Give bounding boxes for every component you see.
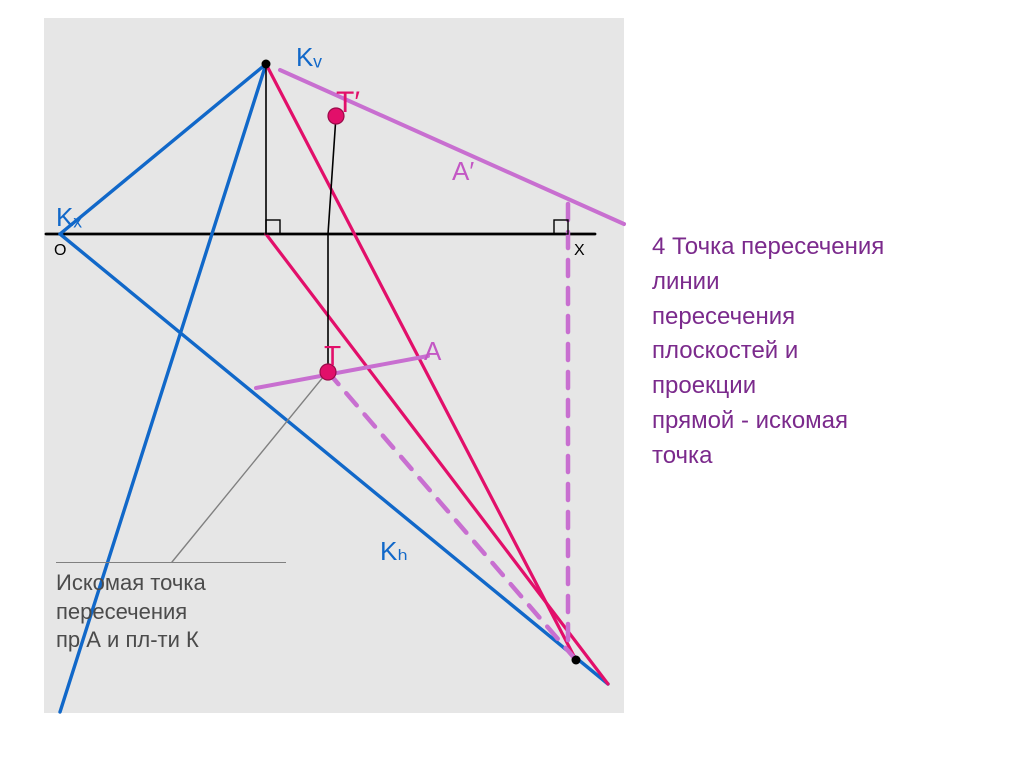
- explanation-text: 4 Точка пересечения линии пересечения пл…: [652, 230, 1012, 474]
- explanation-line: пересечения: [652, 300, 1012, 335]
- label-x: X: [574, 242, 585, 260]
- explanation-line: 4 Точка пересечения: [652, 230, 1012, 265]
- callout-line: Искомая точка: [56, 569, 286, 598]
- explanation-line: проекции: [652, 369, 1012, 404]
- label-kx: Kₓ: [56, 202, 82, 233]
- label-a: A: [424, 336, 441, 367]
- explanation-line: плоскостей и: [652, 334, 1012, 369]
- label-o: O: [54, 242, 66, 260]
- explanation-line: линии: [652, 265, 1012, 300]
- diagram-stage: Kᵥ Kₓ Kₕ O X T′ A′ T A Искомая точка пер…: [0, 0, 1024, 768]
- explanation-line: прямой - искомая: [652, 404, 1012, 439]
- callout-line: пр А и пл-ти К: [56, 626, 286, 655]
- label-a-prime: A′: [452, 156, 474, 187]
- label-t-prime: T′: [336, 86, 360, 120]
- explanation-line: точка: [652, 439, 1012, 474]
- label-kh: Kₕ: [380, 536, 408, 567]
- callout-sought-point: Искомая точка пересечения пр А и пл-ти К: [56, 562, 286, 655]
- label-kv: Kᵥ: [296, 42, 322, 73]
- label-t: T: [324, 340, 341, 372]
- callout-line: пересечения: [56, 598, 286, 627]
